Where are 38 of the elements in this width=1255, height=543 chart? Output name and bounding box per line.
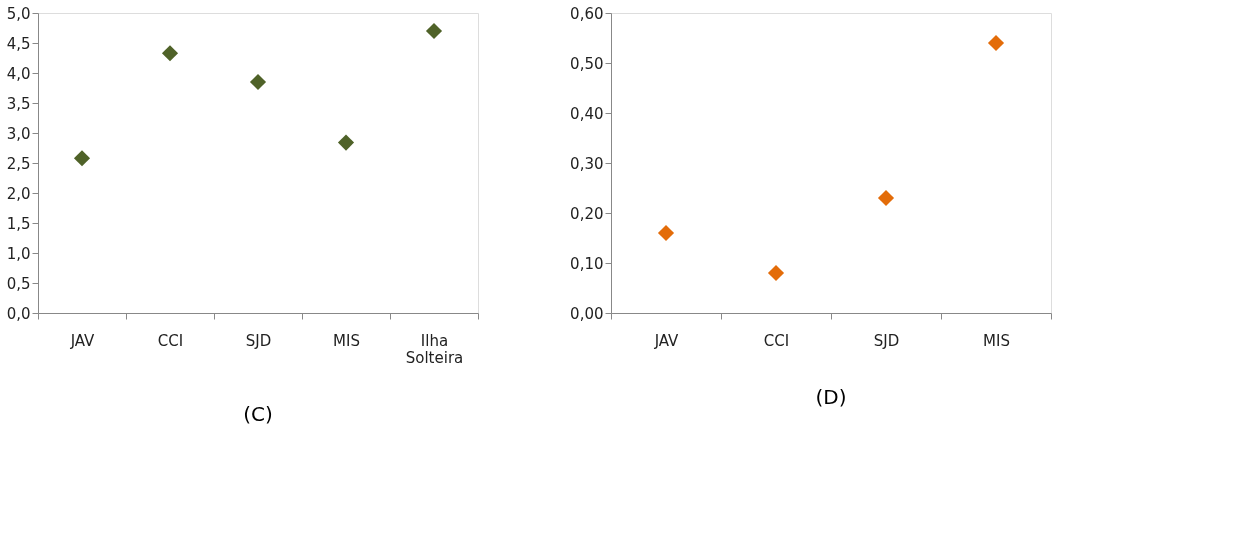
y-tick-label: 0,30 <box>570 154 604 173</box>
x-tick-label: SJD <box>245 331 272 350</box>
x-tick-label: JAV <box>69 331 96 350</box>
text: (D) <box>815 385 847 409</box>
y-tick-label: 0,00 <box>570 304 604 323</box>
y-tick-label: 1,0 <box>6 244 31 263</box>
y-tick-label: 0,10 <box>570 254 604 273</box>
point <box>73 150 91 167</box>
x-tick-label: MIS <box>333 331 360 350</box>
y-tick-label: 2,5 <box>6 154 31 173</box>
y-tick-label: 2,0 <box>6 184 31 203</box>
point <box>161 45 179 62</box>
y-tick-label: 4,0 <box>6 64 31 83</box>
point <box>877 189 895 207</box>
y-tick-label: 0,5 <box>6 274 31 293</box>
point <box>425 22 443 40</box>
x-tick-label: CCI <box>763 331 790 350</box>
y-tick-label: 4,5 <box>6 34 31 53</box>
text: (C) <box>243 402 273 426</box>
x-tick-label: Ilha Solteira <box>405 331 464 367</box>
y-tick-label: 0,50 <box>570 54 604 73</box>
y-tick-label: 0,0 <box>6 304 31 323</box>
point <box>337 134 355 151</box>
point <box>249 73 267 91</box>
y-tick-label: 0,60 <box>570 4 604 23</box>
y-tick-label: 1,5 <box>6 214 31 233</box>
y-tick-label: 0,20 <box>570 204 604 223</box>
x-tick-label: MIS <box>983 331 1010 350</box>
y-tick-label: 0,40 <box>570 104 604 123</box>
point <box>767 264 785 282</box>
y-tick-label: 3,0 <box>6 124 31 143</box>
x-tick-label: CCI <box>157 331 184 350</box>
point <box>657 224 675 242</box>
x-tick-label: SJD <box>873 331 900 350</box>
y-tick-label: 5,0 <box>6 4 31 23</box>
x-tick-label: JAV <box>653 331 680 350</box>
point <box>987 34 1005 52</box>
y-tick-label: 3,5 <box>6 94 31 113</box>
